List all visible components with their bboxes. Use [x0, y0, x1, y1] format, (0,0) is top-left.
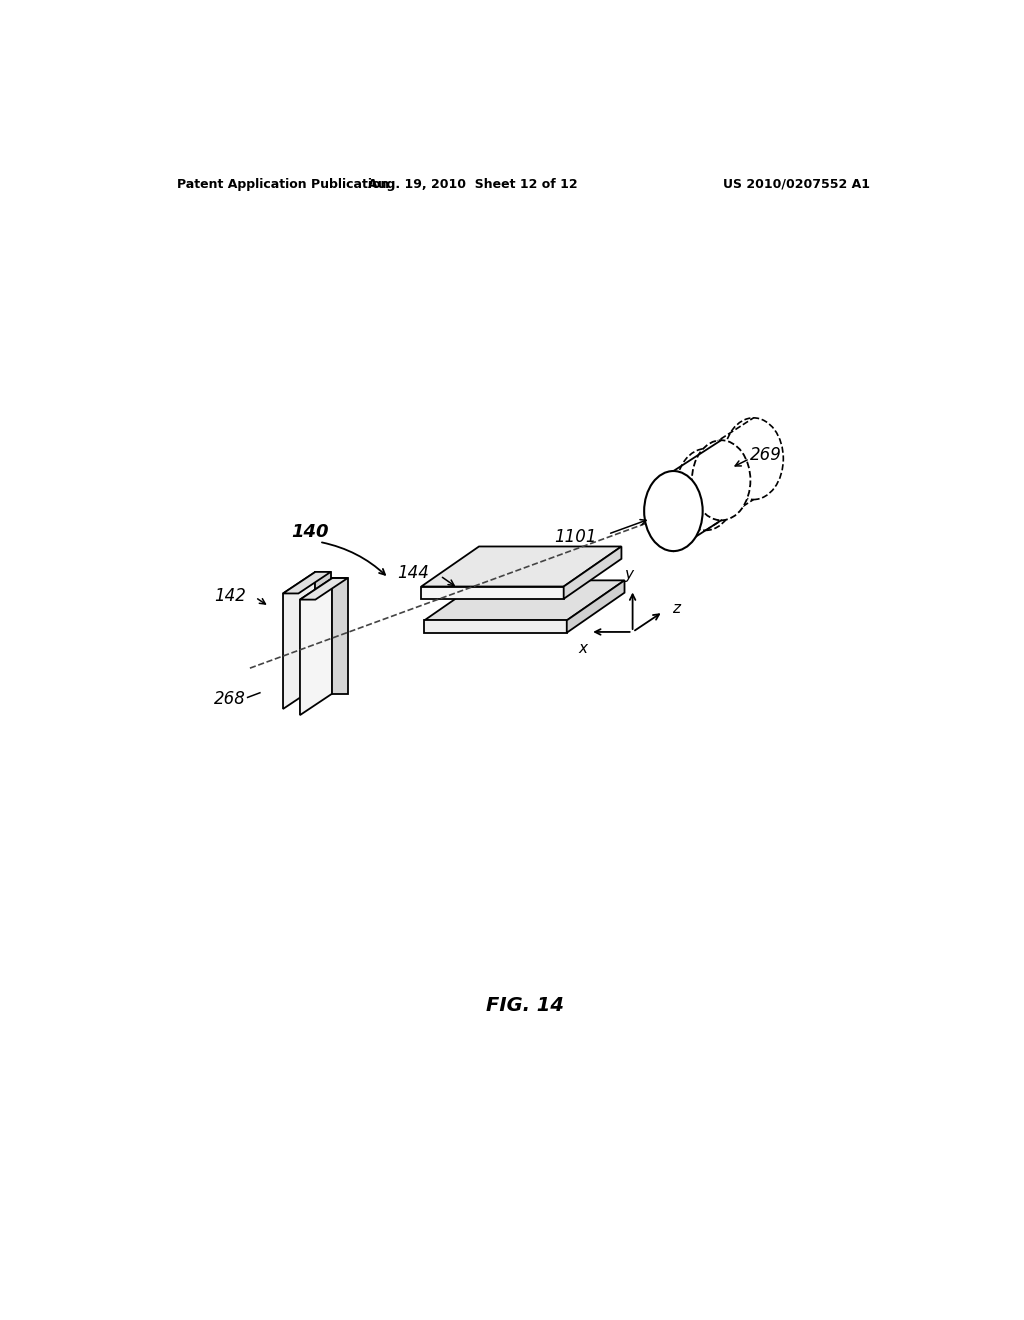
Text: Patent Application Publication: Patent Application Publication: [177, 178, 389, 190]
Polygon shape: [315, 572, 331, 688]
Polygon shape: [566, 581, 625, 632]
Polygon shape: [421, 586, 563, 599]
Polygon shape: [300, 578, 333, 715]
Polygon shape: [563, 546, 622, 599]
Text: Aug. 19, 2010  Sheet 12 of 12: Aug. 19, 2010 Sheet 12 of 12: [369, 178, 578, 190]
Text: 142: 142: [214, 587, 246, 605]
Polygon shape: [333, 578, 348, 693]
Polygon shape: [283, 572, 331, 594]
Text: 144: 144: [397, 564, 429, 582]
Polygon shape: [424, 620, 566, 632]
Text: US 2010/0207552 A1: US 2010/0207552 A1: [723, 178, 869, 190]
Text: x: x: [579, 642, 588, 656]
Polygon shape: [300, 578, 348, 599]
Text: 268: 268: [214, 690, 246, 708]
Ellipse shape: [692, 441, 751, 520]
Ellipse shape: [644, 471, 702, 552]
Text: 1101: 1101: [554, 528, 596, 546]
Polygon shape: [283, 572, 315, 709]
Text: 269: 269: [751, 446, 782, 463]
Text: z: z: [672, 601, 680, 616]
Text: 140: 140: [291, 523, 329, 541]
Text: FIG. 14: FIG. 14: [485, 995, 564, 1015]
Text: y: y: [625, 566, 633, 582]
Polygon shape: [421, 546, 622, 586]
Polygon shape: [424, 581, 625, 620]
